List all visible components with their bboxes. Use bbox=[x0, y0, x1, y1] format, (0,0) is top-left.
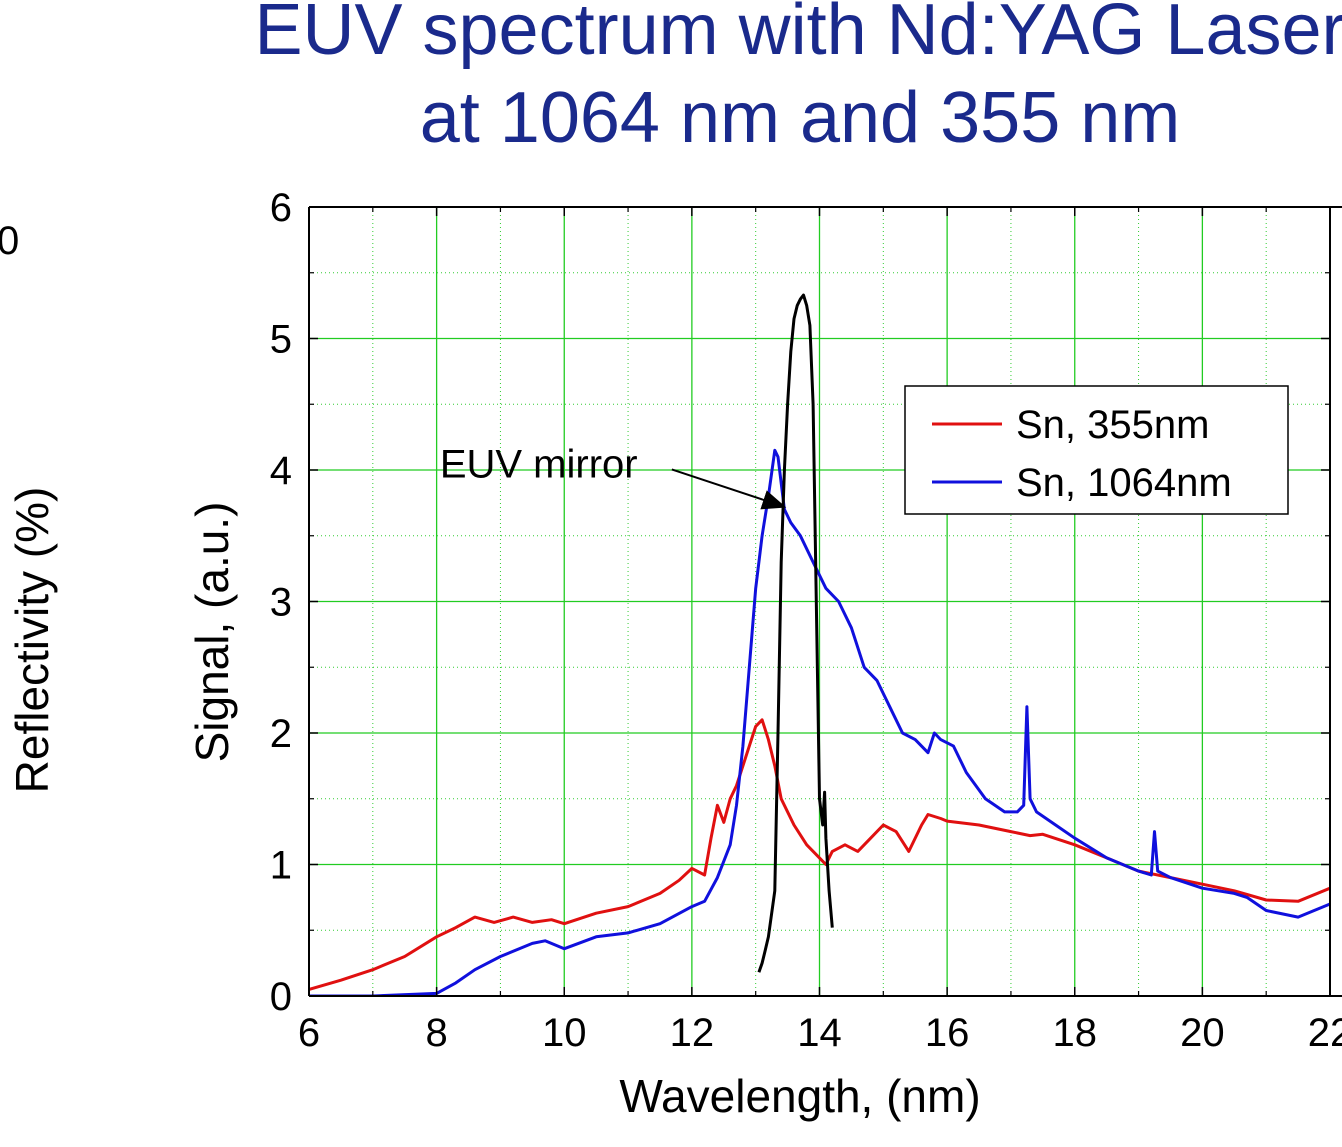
x-tick-label: 10 bbox=[542, 1011, 587, 1055]
annotation-arrow bbox=[671, 468, 787, 510]
legend-label-sn-355nm: Sn, 355nm bbox=[1016, 403, 1209, 447]
x-tick-label: 6 bbox=[298, 1011, 320, 1055]
x-tick-label: 20 bbox=[1180, 1011, 1225, 1055]
chart-title-line-2: at 1064 nm and 355 nm bbox=[419, 78, 1181, 158]
annotation-layer: EUV mirror bbox=[440, 442, 787, 510]
y-tick-label: 3 bbox=[270, 581, 292, 625]
secondary-y-axis-label: Reflectivity (%) bbox=[6, 487, 58, 794]
x-tick-label: 12 bbox=[670, 1011, 715, 1055]
y-tick-label: 0 bbox=[270, 975, 292, 1019]
x-tick-label: 8 bbox=[426, 1011, 448, 1055]
y-tick-label: 1 bbox=[270, 844, 292, 888]
legend-label-sn-1064nm: Sn, 1064nm bbox=[1016, 461, 1232, 505]
chart-title-line-1: EUV spectrum with Nd:YAG Laser bbox=[254, 0, 1342, 70]
legend: Sn, 355nm Sn, 1064nm bbox=[904, 385, 1289, 515]
y-tick-label: 6 bbox=[270, 186, 292, 230]
series-layer bbox=[309, 293, 1331, 996]
x-tick-label: 18 bbox=[1053, 1011, 1098, 1055]
x-tick-label: 16 bbox=[925, 1011, 970, 1055]
y-axis-label: Signal, (a.u.) bbox=[186, 502, 238, 763]
annotation-euv-mirror: EUV mirror bbox=[440, 442, 638, 486]
y-tick-label: 2 bbox=[270, 712, 292, 756]
x-tick-label: 22 bbox=[1308, 1011, 1342, 1055]
legend-box bbox=[904, 385, 1289, 515]
x-axis-label: Wavelength, (nm) bbox=[619, 1070, 980, 1122]
major-gridlines bbox=[309, 207, 1330, 996]
series-line-sn-1064nm bbox=[309, 448, 1331, 996]
y-tick-label: 5 bbox=[270, 318, 292, 362]
y-tick-label: 4 bbox=[270, 449, 292, 493]
secondary-y-tick-label: 0 bbox=[0, 219, 19, 263]
x-tick-label: 14 bbox=[797, 1011, 842, 1055]
axis-ticks bbox=[308, 206, 1331, 997]
series-line-euv-mirror bbox=[757, 293, 834, 973]
